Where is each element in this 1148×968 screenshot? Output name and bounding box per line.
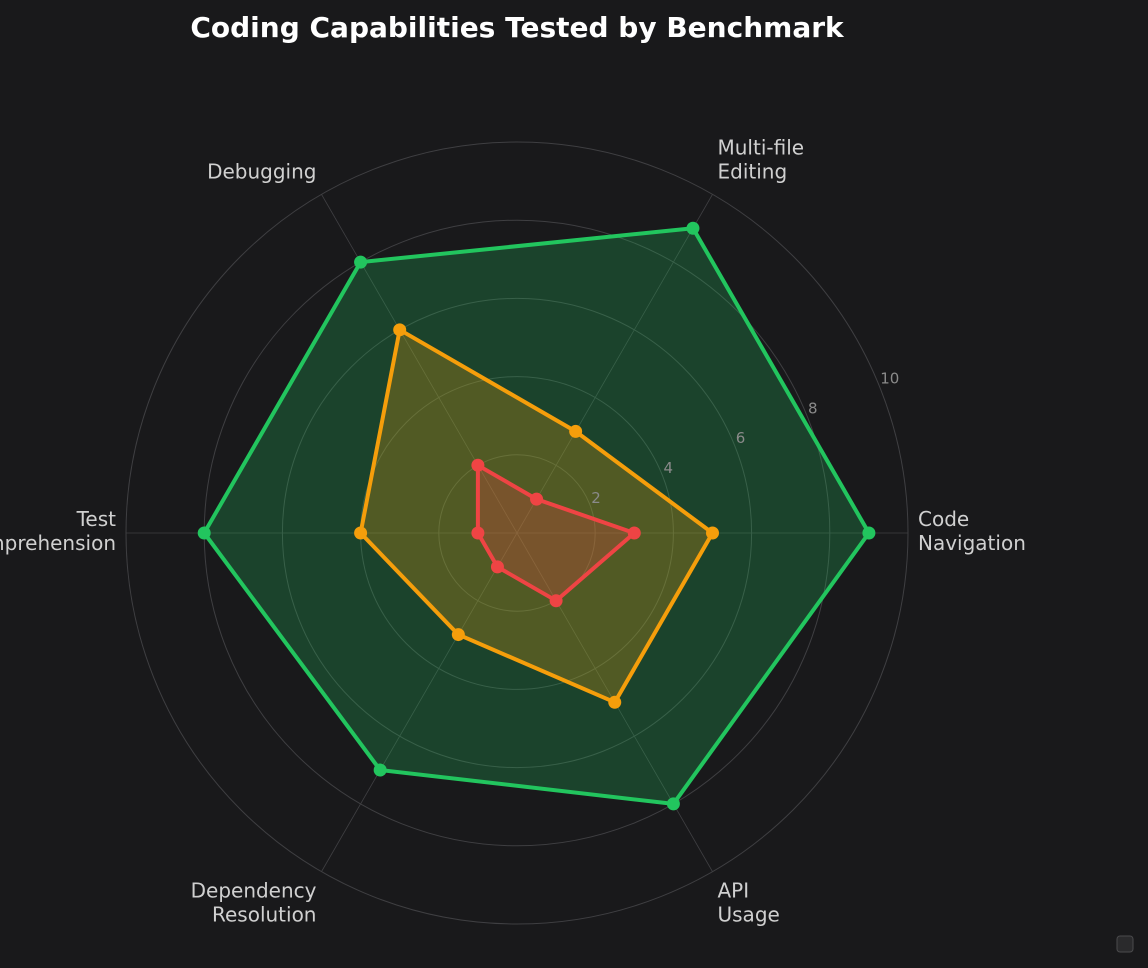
series-2-point-2 [569, 424, 583, 438]
tick-label-4: 4 [663, 459, 673, 477]
radar-tick-labels: 2 4 6 8 10 [591, 369, 899, 507]
series-2-point-3 [393, 323, 407, 337]
series-3-point-5 [490, 560, 504, 574]
grid-spoke-3 [321, 194, 518, 534]
axis-label-2-line-2: Editing [718, 160, 788, 184]
tick-label-10: 10 [880, 369, 899, 387]
series-1-point-6 [666, 797, 680, 811]
series-3-point-6 [549, 594, 563, 608]
series-3-point-2 [530, 492, 544, 506]
series-1-point-1 [862, 526, 876, 540]
axis-label-4-line-1: Test [76, 507, 117, 531]
chart-title: Coding Capabilities Tested by Benchmark [190, 11, 845, 44]
axis-label-6-line-2: Usage [718, 902, 780, 926]
series-2-area [360, 329, 713, 703]
series-3-point-4 [471, 526, 485, 540]
tick-label-6: 6 [736, 429, 746, 447]
grid-spoke-5 [321, 532, 518, 872]
axis-label-5-line-1: Dependency [191, 878, 317, 902]
tick-label-2: 2 [591, 489, 601, 507]
axis-label-3-line-1: Debugging [207, 160, 316, 184]
series-1-point-5 [373, 763, 387, 777]
series-2-point-4 [354, 526, 368, 540]
axis-label-1-line-2: Navigation [918, 531, 1026, 555]
series-1-point-2 [686, 221, 700, 235]
axis-label-1-line-1: Code [918, 507, 969, 531]
series-1-point-4 [197, 526, 211, 540]
axis-label-4-line-2: Comprehension [0, 531, 116, 555]
tick-label-8: 8 [808, 399, 818, 417]
series-2-point-5 [451, 628, 465, 642]
series-3-point-1 [627, 526, 641, 540]
axis-label-2-line-1: Multi-file [718, 136, 805, 160]
axis-label-5-line-2: Resolution [212, 902, 317, 926]
series-2-point-1 [706, 526, 719, 540]
legend-box [1116, 935, 1134, 953]
radar-grid [125, 141, 909, 925]
series-2-point-6 [608, 695, 622, 709]
series-1-area [204, 228, 869, 804]
series-3-point-3 [471, 458, 485, 472]
radar-series [197, 221, 876, 811]
axis-label-6-line-1: API [718, 878, 750, 902]
grid-spoke-2 [516, 194, 713, 534]
series-1-point-3 [354, 255, 368, 269]
